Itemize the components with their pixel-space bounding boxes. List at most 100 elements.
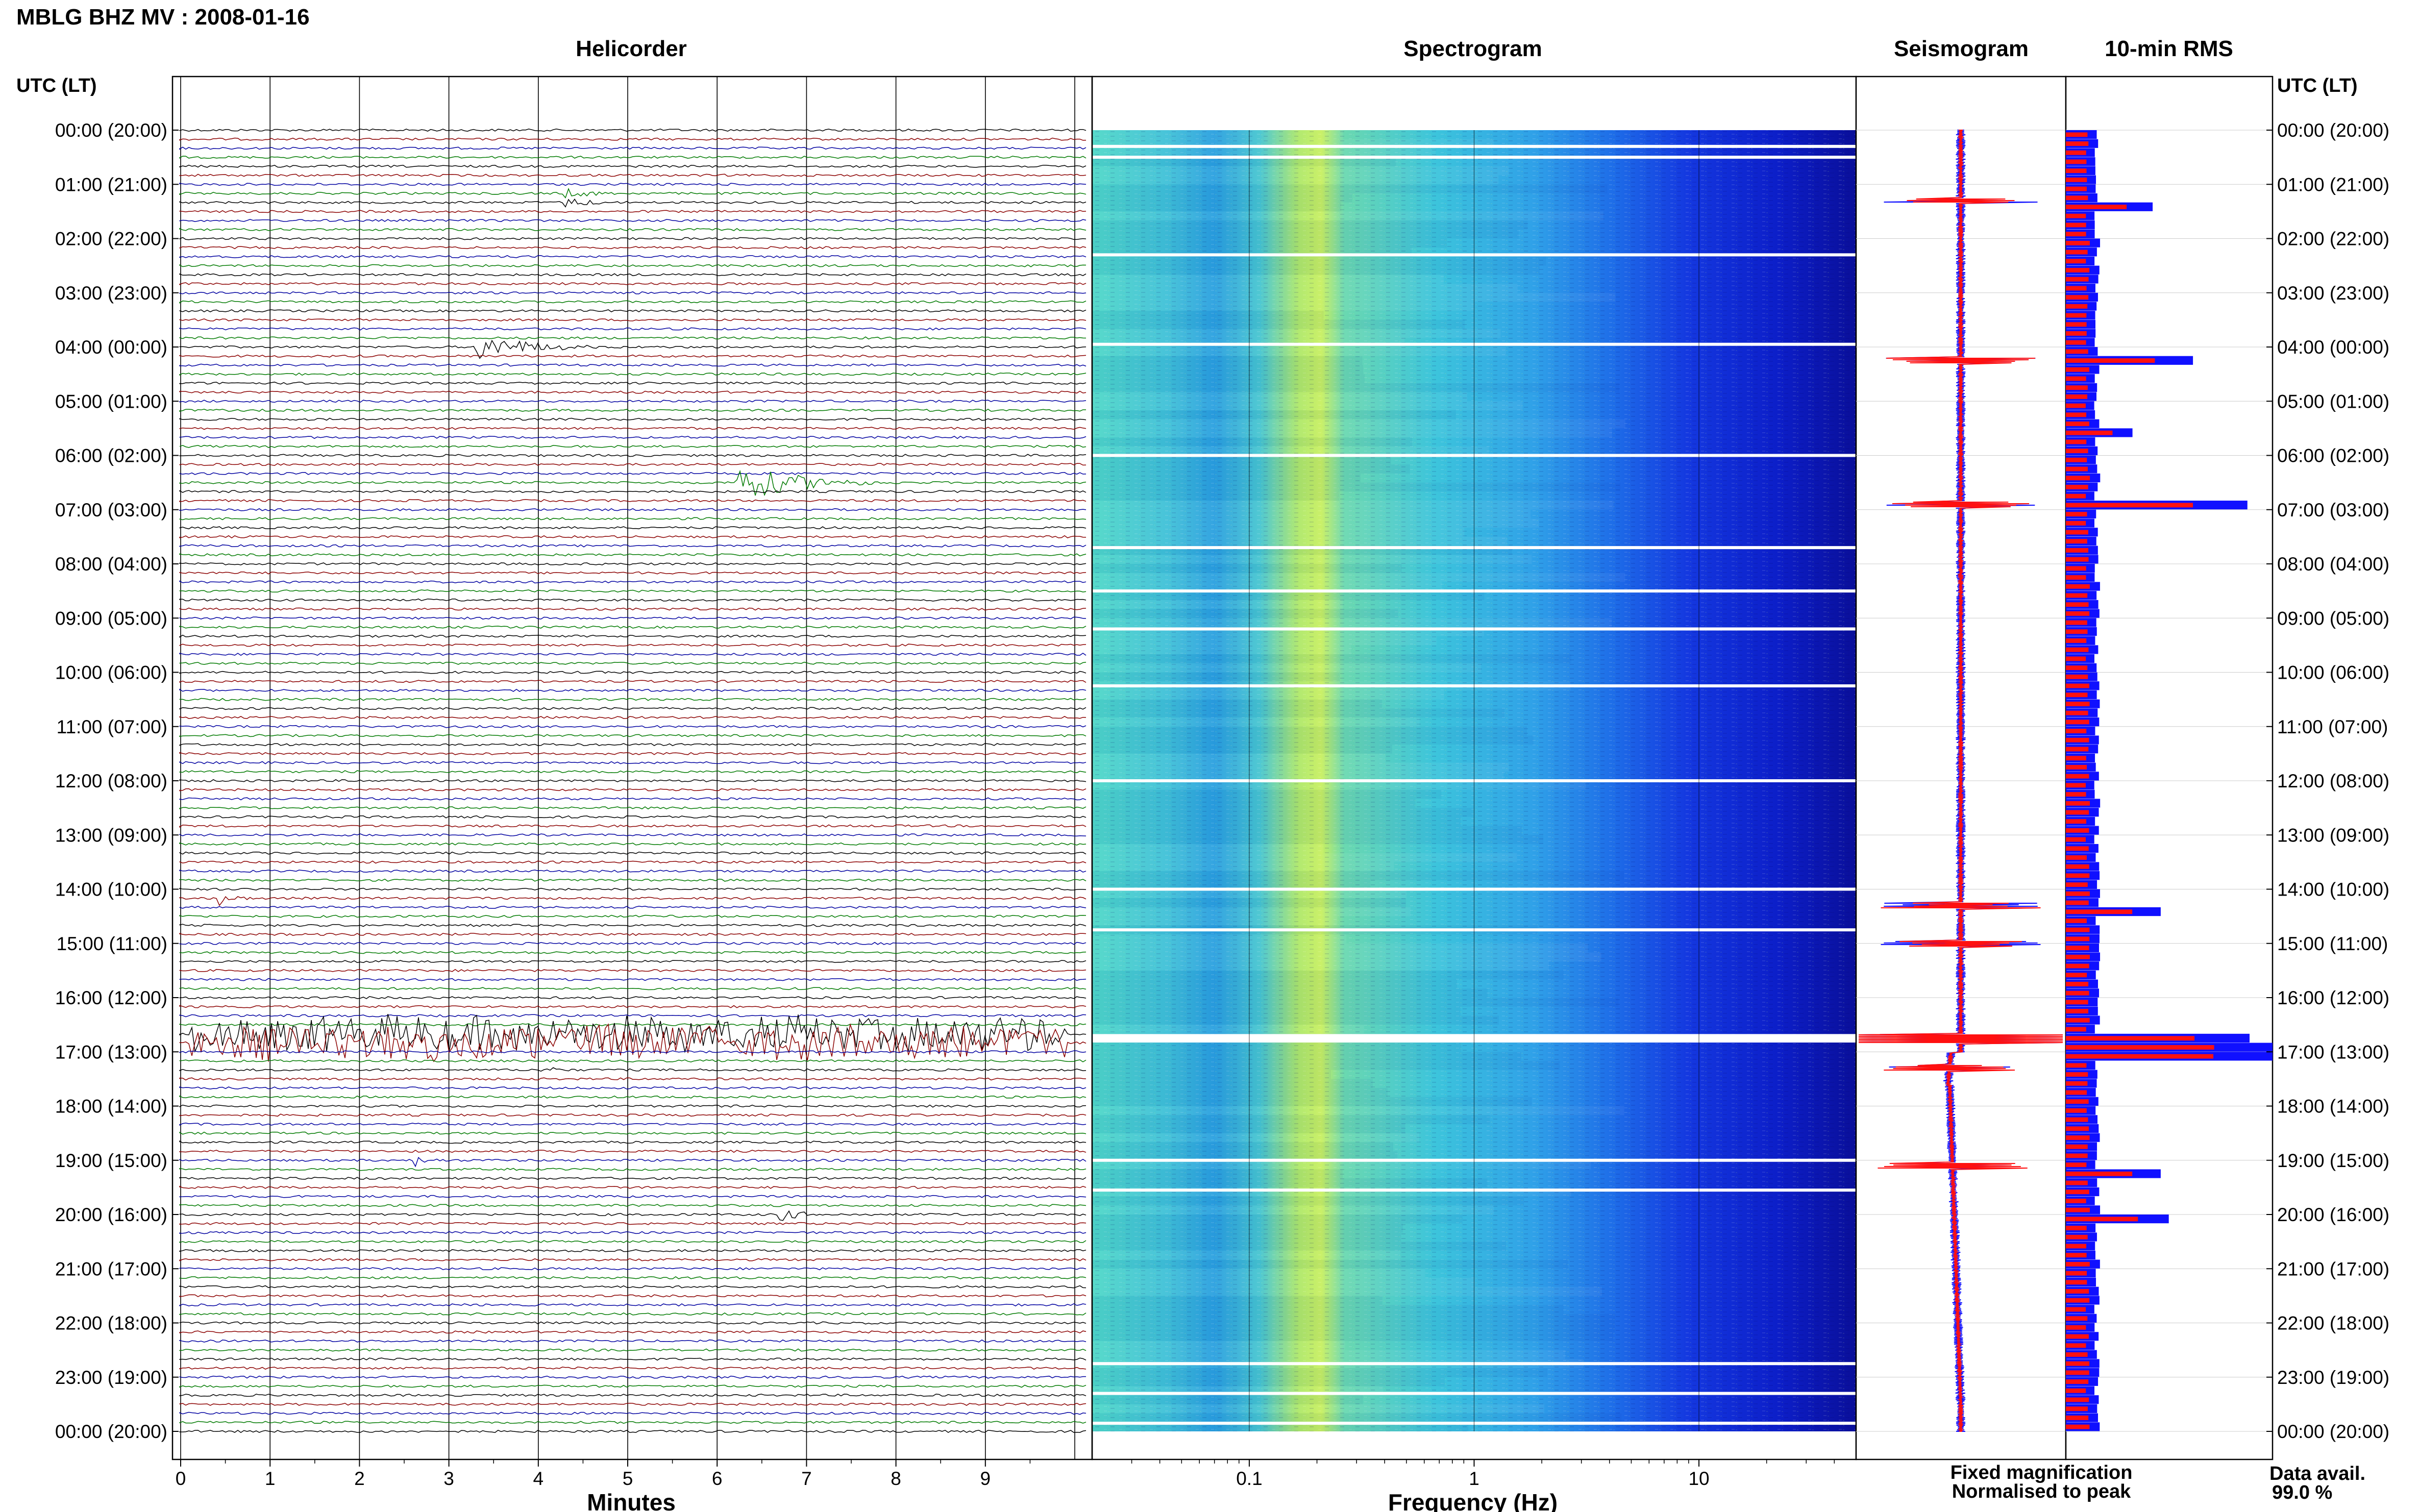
rms-normalised-bar (2066, 1316, 2088, 1321)
spectrogram-row (1092, 1142, 1393, 1152)
spectrogram-row (1092, 988, 1488, 998)
helicorder-trace (179, 469, 1087, 497)
spectrogram-title: Spectrogram (1403, 36, 1542, 61)
rms-normalised-bar (2066, 828, 2089, 833)
rms-normalised-bar (2066, 1199, 2086, 1203)
hour-label-left: 03:00 (23:00) (55, 283, 167, 304)
rms-normalised-bar (2066, 1045, 2214, 1050)
helicorder-trace (179, 490, 1087, 493)
spectrogram-row (1092, 275, 1444, 284)
spectrogram-row (1092, 1025, 1364, 1034)
spectrogram-row (1092, 256, 1546, 266)
spectrogram-row (1092, 816, 1461, 826)
rms-normalised-bar (2066, 295, 2089, 300)
spectrogram-row (1092, 1323, 1615, 1332)
spectrogram-row (1092, 229, 1519, 239)
rms-normalised-bar (2066, 132, 2088, 137)
helicorder-trace (179, 1023, 1087, 1062)
spectrogram-x-tick-label: 0.1 (1236, 1468, 1262, 1489)
hour-label-left: 10:00 (06:00) (55, 662, 167, 683)
rms-normalised-bar (2066, 394, 2088, 399)
rms-normalised-bar (2066, 1180, 2088, 1185)
rms-normalised-bar (2066, 1072, 2088, 1077)
rms-normalised-bar (2066, 376, 2086, 381)
rms-normalised-bar (2066, 611, 2090, 616)
helicorder-x-tick-label: 1 (265, 1468, 276, 1489)
spectrogram-row (1092, 148, 1436, 158)
rms-normalised-bar (2066, 882, 2088, 887)
rms-normalised-bar (2066, 1063, 2087, 1068)
rms-normalised-bar (2066, 1234, 2088, 1240)
spectrogram-row (1092, 826, 1522, 835)
rms-normalised-bar (2066, 358, 2155, 363)
rms-normalised-bar (2066, 873, 2090, 878)
rms-normalised-bar (2066, 520, 2086, 526)
spectrogram-row (1092, 1079, 1373, 1088)
helicorder-trace (179, 318, 1087, 321)
helicorder-trace (179, 634, 1087, 638)
spectrogram-row (1092, 1097, 1532, 1106)
helicorder-trace (179, 1339, 1087, 1343)
hour-label-left: 12:00 (08:00) (55, 771, 167, 791)
spectrogram-row (1092, 1242, 1506, 1251)
spectrogram-row (1092, 437, 1413, 447)
rms-normalised-bar (2066, 530, 2088, 535)
rms-normalised-bar (2066, 213, 2086, 218)
hour-label-right: 02:00 (22:00) (2277, 229, 2389, 250)
helicorder-trace (179, 1131, 1087, 1135)
spectrogram-row (1092, 1313, 1615, 1323)
spectrogram-row (1092, 184, 1608, 193)
rms-normalised-bar (2066, 1144, 2088, 1149)
rms-normalised-bar (2066, 1027, 2086, 1032)
helicorder-trace (179, 716, 1087, 720)
rms-normalised-bar (2066, 512, 2087, 517)
helicorder-trace (179, 824, 1087, 828)
rms-normalised-bar (2066, 1099, 2089, 1104)
rms-normalised-bar (2066, 602, 2089, 607)
hour-label-right: 10:00 (06:00) (2277, 662, 2389, 683)
spectrogram-row (1092, 1277, 1475, 1287)
rms-normalised-bar (2066, 1162, 2087, 1168)
hour-label-left: 20:00 (16:00) (55, 1204, 167, 1225)
helicorder-trace (179, 996, 1087, 999)
rms-frame (2065, 76, 2274, 1460)
hour-label-left: 05:00 (01:00) (55, 391, 167, 412)
spectrogram-row (1092, 844, 1323, 853)
spectrogram-row (1092, 1232, 1401, 1242)
rms-normalised-bar (2066, 141, 2089, 146)
helicorder-trace (179, 698, 1087, 701)
spectrogram-row (1092, 292, 1616, 302)
rms-normalised-bar (2066, 1207, 2090, 1212)
spectrogram-row (1092, 446, 1489, 456)
spectrogram-row (1092, 1151, 1398, 1160)
spectrogram-row (1092, 871, 1624, 880)
helicorder-trace (179, 1249, 1087, 1252)
helicorder-trace (179, 1140, 1087, 1144)
spectrogram-row (1092, 1124, 1405, 1133)
rms-normalised-bar (2066, 737, 2089, 742)
spectrogram-row (1092, 663, 1482, 673)
helicorder-trace (179, 300, 1087, 304)
spectrogram-row (1092, 1043, 1462, 1052)
helicorder-trace (179, 905, 1087, 909)
spectrogram-row (1092, 482, 1621, 492)
spectrogram-row (1092, 564, 1402, 573)
helicorder-trace (179, 1276, 1087, 1279)
helicorder-trace (179, 1113, 1087, 1117)
hour-label-left: 04:00 (00:00) (55, 337, 167, 358)
hour-label-left: 23:00 (19:00) (55, 1367, 167, 1388)
rms-normalised-bar (2066, 268, 2090, 272)
helicorder-trace (179, 960, 1087, 963)
rms-normalised-bar (2066, 710, 2088, 715)
rms-normalised-bar (2066, 1307, 2086, 1312)
spectrogram-row (1092, 1250, 1400, 1260)
rms-normalised-bar (2066, 1325, 2086, 1330)
rms-normalised-bar (2066, 566, 2086, 571)
rms-normalised-bar (2066, 1018, 2090, 1023)
rms-normalised-bar (2066, 647, 2089, 652)
spectrogram-x-tick-label: 10 (1688, 1468, 1709, 1489)
helicorder-trace (179, 707, 1087, 710)
hour-label-right: 23:00 (19:00) (2277, 1367, 2389, 1388)
helicorder-trace (179, 1429, 1087, 1433)
helicorder-trace (179, 264, 1087, 267)
